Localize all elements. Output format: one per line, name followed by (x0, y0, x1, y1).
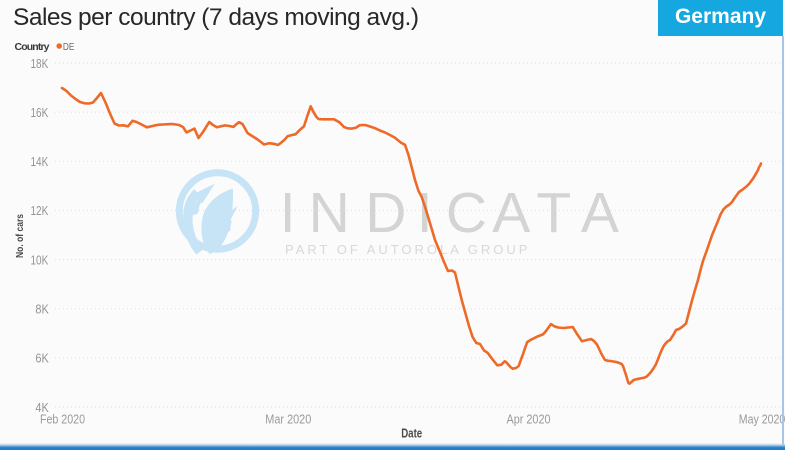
svg-text:PART OF AUTOROLA GROUP: PART OF AUTOROLA GROUP (285, 242, 531, 257)
svg-text:12K: 12K (31, 204, 49, 218)
svg-text:16K: 16K (31, 106, 49, 120)
svg-text:Date: Date (401, 426, 422, 441)
svg-text:Apr 2020: Apr 2020 (507, 412, 551, 427)
svg-text:Country: Country (15, 41, 50, 53)
svg-text:14K: 14K (31, 155, 49, 169)
svg-text:DE: DE (63, 41, 75, 53)
svg-text:8K: 8K (35, 303, 49, 317)
svg-text:18K: 18K (31, 57, 49, 71)
svg-text:4K: 4K (35, 401, 49, 415)
svg-text:10K: 10K (31, 253, 49, 267)
svg-text:Sales per country (7 days movi: Sales per country (7 days moving avg.) (13, 4, 419, 31)
svg-text:Feb 2020: Feb 2020 (40, 412, 85, 427)
svg-text:No. of cars: No. of cars (15, 214, 26, 258)
svg-text:Mar 2020: Mar 2020 (265, 412, 311, 427)
svg-text:May 2020: May 2020 (739, 412, 785, 427)
svg-text:6K: 6K (35, 352, 49, 366)
